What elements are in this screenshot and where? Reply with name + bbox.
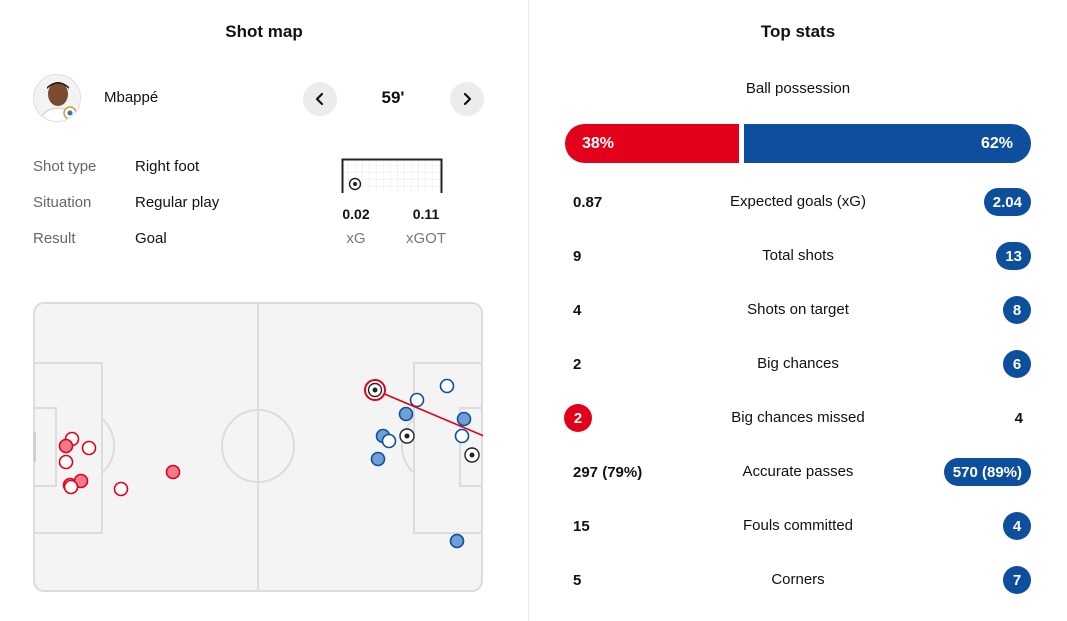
goal-ball-icon <box>399 428 415 444</box>
top-stats-panel: Top stats Ball possession 38% 62% 0.87 E… <box>529 0 1067 621</box>
stat-label: Big chances <box>757 355 839 372</box>
panel-divider <box>528 0 529 621</box>
stat-label: Shots on target <box>747 301 849 318</box>
stat-row-big-chances: 2 Big chances 6 <box>529 349 1067 379</box>
stat-row-xg: 0.87 Expected goals (xG) 2.04 <box>529 187 1067 217</box>
stat-away-value: 4 <box>1003 512 1031 540</box>
stat-away-value: 2.04 <box>983 188 1031 216</box>
possession-away-bar: 62% <box>744 124 1031 163</box>
home-shot-marker <box>81 440 97 456</box>
away-shot-marker <box>381 433 397 449</box>
stat-label: Corners <box>771 571 825 588</box>
away-shot-marker <box>370 451 386 467</box>
situation-label: Situation <box>33 194 92 211</box>
stat-row-corners: 5 Corners 7 <box>529 565 1067 595</box>
xgot-label: xGOT <box>406 230 446 247</box>
home-shot-marker <box>165 464 181 480</box>
stat-label: Expected goals (xG) <box>730 193 866 210</box>
stat-home-value: 4 <box>573 302 582 319</box>
stat-label: Total shots <box>762 247 834 264</box>
stat-away-value: 570 (89%) <box>943 458 1031 486</box>
result-label: Result <box>33 230 76 247</box>
chevron-right-icon <box>463 92 472 106</box>
next-shot-button[interactable] <box>450 82 484 116</box>
stat-home-value: 5 <box>573 572 582 589</box>
xgot-value: 0.11 <box>412 206 440 222</box>
stat-away-value: 6 <box>1003 350 1031 378</box>
xg-value: 0.02 <box>342 206 370 222</box>
stat-row-big-chances-missed: 2 Big chances missed 4 <box>529 403 1067 433</box>
selected-shot-trajectory <box>374 389 483 437</box>
stat-home-value: 2 <box>573 356 582 373</box>
stat-away-value: 8 <box>1003 296 1031 324</box>
possession-home-bar: 38% <box>565 124 739 163</box>
stat-label: Big chances missed <box>731 409 865 426</box>
away-shot-marker <box>439 378 455 394</box>
stat-row-fouls: 15 Fouls committed 4 <box>529 511 1067 541</box>
shot-type-value: Right foot <box>135 158 200 175</box>
away-shot-marker <box>398 406 414 422</box>
stat-away-value: 7 <box>1003 566 1031 594</box>
away-shot-marker <box>449 533 465 549</box>
home-shot-marker <box>113 481 129 497</box>
away-shot-marker <box>454 428 470 444</box>
goal-frame-icon <box>341 158 443 193</box>
stat-row-shots-on-target: 4 Shots on target 8 <box>529 295 1067 325</box>
stat-label: Fouls committed <box>742 517 854 534</box>
stat-home-value: 2 <box>564 404 592 432</box>
stat-home-value: 15 <box>573 518 590 535</box>
shot-minute: 59' <box>381 88 405 107</box>
player-avatar <box>33 74 81 122</box>
away-shot-marker <box>409 392 425 408</box>
shot-map-title: Shot map <box>225 22 303 41</box>
stat-row-accurate-passes: 297 (79%) Accurate passes 570 (89%) <box>529 457 1067 487</box>
home-shots <box>58 431 181 497</box>
goal-ball-icon <box>464 447 480 463</box>
selected-shot-marker[interactable] <box>364 379 386 401</box>
stat-away-value: 13 <box>996 242 1031 270</box>
xg-label: xG <box>346 230 366 247</box>
home-shot-marker <box>58 454 74 470</box>
possession-label: Ball possession <box>745 80 851 97</box>
stat-home-value: 0.87 <box>573 194 603 211</box>
away-shots <box>370 378 472 549</box>
stat-label: Accurate passes <box>742 463 854 480</box>
away-shot-marker <box>456 411 472 427</box>
shot-type-label: Shot type <box>33 158 97 175</box>
shot-map-panel: Shot map Mbappé 59' Shot type Right foot… <box>0 0 528 621</box>
home-shot-marker <box>58 438 74 454</box>
top-stats-title: Top stats <box>760 22 836 41</box>
shot-map-pitch <box>33 302 483 592</box>
player-name[interactable]: Mbappé <box>104 89 159 106</box>
situation-value: Regular play <box>135 194 220 211</box>
previous-shot-button[interactable] <box>303 82 337 116</box>
chevron-left-icon <box>315 92 324 106</box>
stat-home-value: 297 (79%) <box>573 464 643 481</box>
home-shot-marker <box>63 479 79 495</box>
result-value: Goal <box>135 230 167 247</box>
stat-row-total-shots: 9 Total shots 13 <box>529 241 1067 271</box>
stat-home-value: 9 <box>573 248 582 265</box>
stat-away-value: 4 <box>1014 410 1023 427</box>
